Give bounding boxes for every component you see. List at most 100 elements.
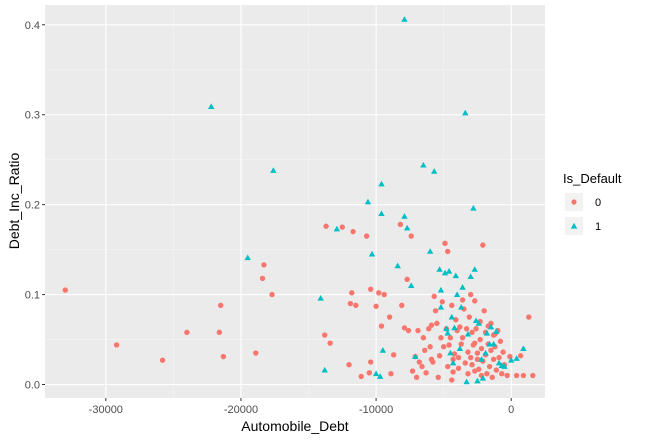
legend-marker-1: [570, 222, 578, 229]
data-point-default-1: [317, 294, 324, 301]
legend-title: Is_Default: [563, 171, 622, 186]
data-point-default-1: [376, 373, 384, 379]
data-point-default-0: [347, 300, 354, 307]
data-point-default-1: [401, 16, 408, 22]
data-point-default-1: [501, 363, 508, 369]
data-point-default-0: [488, 320, 494, 327]
data-point-default-0: [416, 359, 423, 365]
data-point-default-0: [386, 314, 393, 320]
data-point-default-0: [322, 332, 328, 338]
data-point-default-1: [478, 356, 485, 362]
data-point-default-1: [401, 213, 408, 219]
data-point-default-0: [474, 350, 481, 356]
data-point-default-0: [466, 314, 473, 320]
data-point-default-0: [327, 340, 333, 346]
data-point-default-0: [472, 298, 478, 304]
data-point-default-0: [269, 291, 275, 298]
data-point-default-0: [488, 347, 494, 354]
data-point-default-1: [490, 340, 497, 347]
data-point-default-0: [467, 354, 474, 361]
data-point-default-1: [378, 210, 385, 217]
data-point-default-0: [381, 291, 387, 298]
data-point-default-1: [470, 205, 477, 211]
data-point-default-0: [373, 303, 379, 309]
y-axis-title: Debt_Inc_Ratio: [6, 153, 22, 250]
data-point-default-0: [465, 349, 471, 355]
data-point-default-0: [366, 370, 373, 376]
data-point-default-0: [445, 363, 451, 370]
data-point-default-0: [184, 329, 190, 336]
legend-label-0: 0: [595, 197, 601, 209]
x-tick-label: -20000: [224, 404, 258, 416]
data-point-default-0: [455, 365, 462, 372]
data-point-default-0: [438, 335, 444, 341]
data-point-default-1: [333, 225, 341, 232]
data-point-default-0: [459, 297, 466, 303]
data-point-default-0: [431, 293, 437, 300]
data-point-default-0: [358, 373, 364, 380]
data-point-default-1: [270, 167, 277, 173]
data-point-default-1: [479, 375, 487, 381]
data-point-default-1: [463, 378, 470, 385]
data-point-default-0: [481, 308, 487, 314]
y-tick-label: 0.0: [25, 380, 40, 392]
data-point-default-0: [159, 357, 166, 363]
y-tick-label: 0.3: [25, 110, 40, 122]
data-point-default-0: [449, 302, 455, 309]
grid-major: [45, 5, 545, 398]
data-point-default-1: [475, 320, 482, 326]
data-point-default-0: [513, 372, 520, 379]
y-tick-label: 0.4: [25, 20, 40, 32]
data-point-default-0: [363, 233, 370, 239]
data-point-default-0: [473, 326, 479, 332]
data-point-default-1: [486, 340, 493, 347]
data-point-default-0: [439, 299, 445, 305]
data-point-default-1: [420, 161, 427, 168]
data-point-default-1: [482, 349, 489, 356]
data-point-default-0: [217, 302, 224, 309]
data-point-default-0: [463, 326, 470, 332]
data-point-default-0: [520, 372, 527, 379]
data-point-default-0: [404, 276, 410, 282]
x-tick-label: -10000: [359, 404, 393, 416]
data-point-default-0: [467, 291, 474, 298]
data-point-default-0: [216, 329, 223, 336]
data-point-default-0: [496, 354, 502, 361]
data-points: [62, 16, 536, 385]
data-point-default-0: [367, 359, 374, 365]
data-point-default-1: [474, 377, 481, 384]
data-point-default-0: [390, 352, 397, 358]
data-point-default-1: [520, 345, 527, 351]
data-point-default-0: [401, 325, 408, 331]
data-point-default-0: [353, 302, 359, 309]
data-point-default-0: [449, 377, 455, 383]
data-point-default-0: [367, 286, 374, 292]
data-point-default-0: [323, 223, 329, 229]
data-point-default-1: [459, 284, 466, 290]
data-point-default-0: [446, 342, 452, 348]
data-point-default-0: [434, 320, 440, 327]
data-point-default-0: [113, 342, 120, 348]
data-point-default-0: [427, 344, 433, 350]
x-axis-ticks: -30000 -20000 -10000 0: [89, 398, 514, 416]
data-point-default-0: [499, 371, 505, 377]
data-point-default-0: [399, 302, 405, 309]
data-point-default-1: [445, 267, 453, 274]
data-point-default-0: [220, 353, 227, 360]
data-point-default-0: [455, 354, 462, 361]
legend-marker-0: [571, 199, 577, 205]
data-point-default-0: [497, 338, 504, 345]
data-point-default-1: [321, 366, 328, 373]
data-point-default-1: [444, 330, 451, 336]
data-point-default-1: [436, 266, 443, 272]
data-point-default-0: [500, 349, 506, 355]
data-point-default-1: [403, 224, 411, 231]
data-point-default-0: [430, 359, 436, 365]
data-point-default-0: [465, 371, 471, 377]
data-point-default-1: [452, 272, 460, 279]
data-point-default-1: [437, 303, 445, 310]
data-point-default-1: [483, 330, 491, 336]
data-point-default-1: [394, 262, 401, 269]
data-point-default-0: [422, 347, 428, 354]
data-point-default-0: [435, 374, 441, 381]
